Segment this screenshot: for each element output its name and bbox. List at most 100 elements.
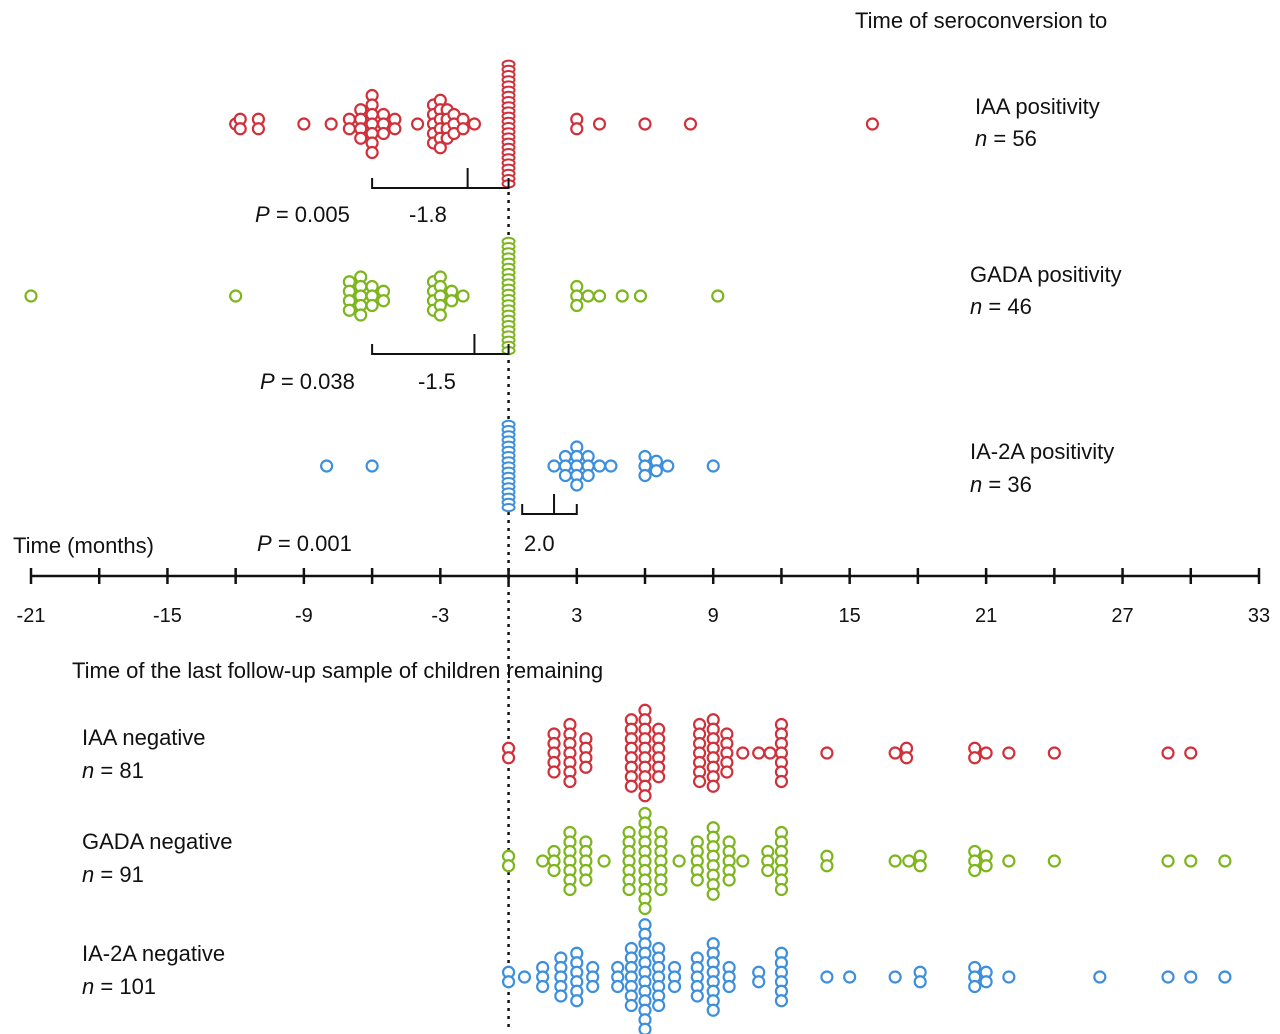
data-point — [979, 859, 993, 873]
x-tick-label: 9 — [707, 605, 719, 627]
data-point — [1161, 970, 1175, 984]
data-point — [251, 122, 266, 136]
data-point — [763, 746, 777, 760]
data-point — [536, 854, 550, 868]
data-point — [968, 979, 982, 994]
gada-positivity-label: GADA positivity — [970, 262, 1122, 287]
data-point — [570, 122, 584, 136]
data-point — [722, 873, 736, 887]
data-point — [547, 765, 561, 779]
gada-pvalue: P = 0.038 — [260, 371, 355, 393]
data-point — [570, 298, 584, 313]
x-tick-label: -3 — [431, 605, 450, 627]
data-point — [624, 998, 638, 1013]
data-point — [649, 464, 663, 478]
p-symbol: P — [255, 202, 270, 227]
data-point — [354, 308, 368, 322]
data-point — [579, 873, 593, 887]
data-point — [501, 859, 516, 873]
data-point — [711, 289, 725, 303]
data-point — [592, 459, 607, 473]
p-value: = 0.001 — [277, 531, 352, 556]
bottom-section-title: Time of the last follow-up sample of chi… — [72, 658, 604, 683]
data-point — [1093, 970, 1107, 984]
data-point — [297, 117, 311, 131]
data-point — [597, 854, 611, 868]
data-point — [365, 459, 379, 473]
data-point — [752, 975, 766, 989]
data-point — [979, 975, 993, 989]
x-tick-label: -9 — [294, 605, 313, 627]
x-tick-label: 27 — [1111, 605, 1134, 627]
iaa-positivity-label: IAA positivity — [975, 94, 1100, 119]
data-point — [581, 289, 595, 303]
data-point — [324, 117, 338, 131]
n-symbol: n — [975, 126, 988, 151]
data-point — [638, 468, 652, 483]
n-symbol: n — [970, 472, 983, 497]
data-point — [467, 117, 482, 131]
data-point — [706, 779, 720, 793]
data-point — [1002, 746, 1016, 760]
data-point — [652, 770, 666, 784]
data-point — [592, 117, 607, 131]
data-point — [820, 970, 834, 984]
data-point — [843, 970, 857, 984]
data-point — [638, 789, 652, 803]
data-point — [865, 117, 880, 131]
data-point — [902, 854, 916, 868]
data-point — [622, 882, 636, 897]
gada-negative-n: n = 91 — [82, 864, 144, 886]
x-tick-label: 33 — [1247, 605, 1271, 627]
data-point — [354, 131, 368, 145]
n-value: = 91 — [100, 862, 144, 887]
n-value: = 46 — [988, 294, 1032, 319]
data-point — [558, 468, 573, 483]
data-point — [611, 979, 625, 994]
data-point — [774, 882, 789, 897]
data-point — [638, 1022, 652, 1034]
data-point — [667, 979, 682, 994]
n-symbol: n — [82, 758, 95, 783]
data-point — [774, 774, 789, 789]
data-point — [547, 459, 561, 473]
data-point — [888, 970, 902, 984]
data-point — [736, 746, 750, 760]
data-point — [563, 774, 577, 789]
ia2a-negative-n: n = 101 — [82, 976, 156, 998]
data-point — [445, 294, 459, 308]
data-point — [968, 863, 982, 878]
iaa-positivity-n: n = 56 — [975, 128, 1037, 150]
ia2a-positivity-n: n = 36 — [970, 474, 1032, 496]
data-point — [342, 303, 356, 317]
data-point — [979, 746, 993, 760]
data-point — [1184, 970, 1198, 984]
data-point — [888, 854, 902, 868]
ia2a-negative-label: IA-2A negative — [82, 941, 226, 966]
data-point — [501, 975, 516, 989]
ia2a-positivity-label: IA-2A positivity — [970, 439, 1115, 464]
data-point — [586, 979, 600, 994]
data-point — [722, 979, 736, 994]
data-point — [1161, 746, 1175, 760]
gada-negative-label: GADA negative — [82, 829, 233, 854]
median-bracket — [521, 504, 578, 515]
n-symbol: n — [82, 974, 95, 999]
data-point — [624, 779, 638, 793]
data-point — [604, 459, 618, 473]
top-section-title: Time of seroconversion to — [855, 8, 1108, 33]
gada-median-label: -1.5 — [418, 369, 456, 394]
ia2a-median-label: 2.0 — [524, 531, 555, 556]
data-point — [690, 989, 704, 1003]
data-point — [547, 863, 561, 878]
data-point — [692, 774, 707, 789]
data-point — [320, 459, 334, 473]
data-point — [376, 294, 391, 308]
data-point — [570, 994, 584, 1008]
data-point — [615, 289, 629, 303]
data-point — [433, 141, 447, 155]
x-tick-label: 21 — [974, 605, 998, 627]
data-point — [1161, 854, 1175, 868]
data-point — [563, 882, 577, 897]
